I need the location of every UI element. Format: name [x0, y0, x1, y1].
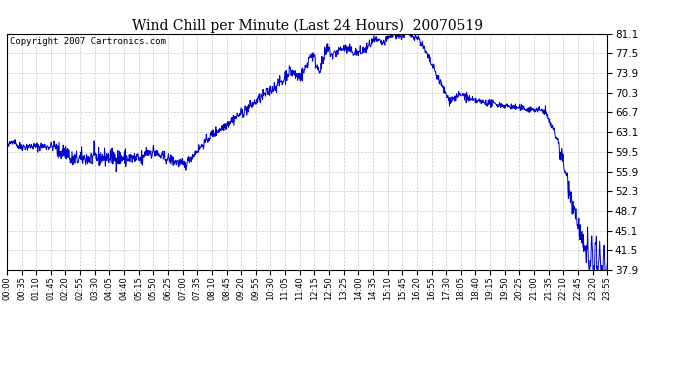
Title: Wind Chill per Minute (Last 24 Hours)  20070519: Wind Chill per Minute (Last 24 Hours) 20… — [132, 18, 482, 33]
Text: Copyright 2007 Cartronics.com: Copyright 2007 Cartronics.com — [10, 37, 166, 46]
